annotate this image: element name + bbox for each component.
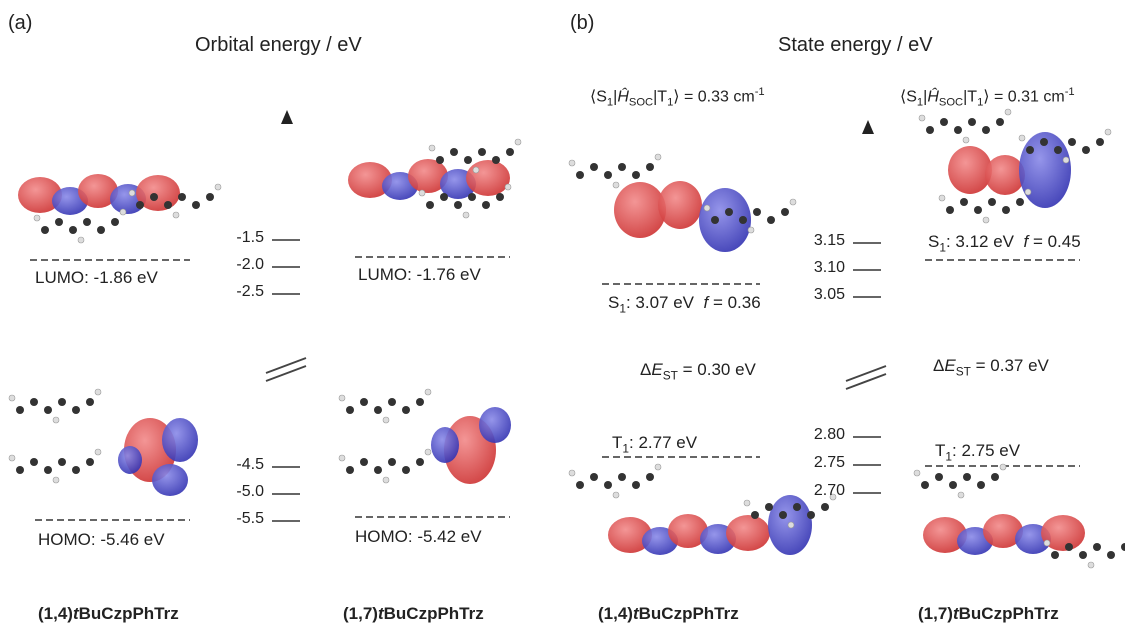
orbital-tick-5: -5.0 [236, 483, 264, 500]
state-tick-4: 2.80 [813, 426, 845, 443]
s1-label-1-7: S1: 3.12 eV f = 0.45 [928, 232, 1081, 255]
t1-label-1-7: T1: 2.75 eV [935, 441, 1021, 464]
orbital-tick-1: -1.5 [236, 229, 264, 246]
molecule-name-a-1-7: (1,7)tBuCzpPhTrz [343, 604, 484, 623]
s1-label-1-4: S1: 3.07 eV f = 0.36 [608, 293, 761, 316]
delta-est-1-7: ΔEST = 0.37 eV [933, 356, 1049, 379]
homo-orbital-1-4 [8, 388, 198, 496]
panel-b-title: State energy / eV [778, 34, 933, 56]
lumo-label-1-7: LUMO: -1.76 eV [358, 265, 481, 284]
molecule-name-a-1-4: (1,4)tBuCzpPhTrz [38, 604, 179, 623]
molecule-name-b-1-7: (1,7)tBuCzpPhTrz [918, 604, 1059, 623]
s1-density-1-4 [568, 153, 797, 252]
lumo-label-1-4: LUMO: -1.86 eV [35, 268, 158, 287]
orbital-tick-4: -4.5 [236, 456, 264, 473]
state-tick-2: 3.10 [813, 259, 845, 276]
s1-density-1-7 [918, 108, 1112, 224]
orbital-tick-2: -2.0 [236, 256, 264, 273]
state-tick-5: 2.75 [813, 454, 845, 471]
soc-label-1-7: ⟨S1|ĤSOC|T1⟩ = 0.31 cm-1 [900, 86, 1075, 109]
state-tick-6: 2.70 [813, 482, 845, 499]
orbital-tick-6: -5.5 [236, 510, 264, 527]
homo-label-1-4: HOMO: -5.46 eV [38, 530, 165, 549]
homo-orbital-1-7 [338, 388, 511, 484]
homo-label-1-7: HOMO: -5.42 eV [355, 527, 482, 546]
t1-density-1-4 [568, 463, 837, 555]
orbital-tick-3: -2.5 [236, 283, 264, 300]
state-energy-axis [845, 120, 887, 590]
panel-a-title: Orbital energy / eV [195, 34, 362, 56]
lumo-orbital-1-4 [18, 174, 222, 244]
soc-label-1-4: ⟨S1|ĤSOC|T1⟩ = 0.33 cm-1 [590, 86, 765, 109]
delta-est-1-4: ΔEST = 0.30 eV [640, 360, 756, 383]
state-tick-3: 3.05 [813, 286, 845, 303]
state-tick-1: 3.15 [813, 232, 845, 249]
t1-label-1-4: T1: 2.77 eV [612, 433, 698, 456]
panel-b-label: (b) [570, 12, 595, 34]
orbital-energy-axis [265, 110, 307, 590]
t1-density-1-7 [913, 463, 1125, 569]
panel-a-label: (a) [8, 12, 33, 34]
lumo-orbital-1-7 [348, 138, 522, 219]
molecule-name-b-1-4: (1,4)tBuCzpPhTrz [598, 604, 739, 623]
